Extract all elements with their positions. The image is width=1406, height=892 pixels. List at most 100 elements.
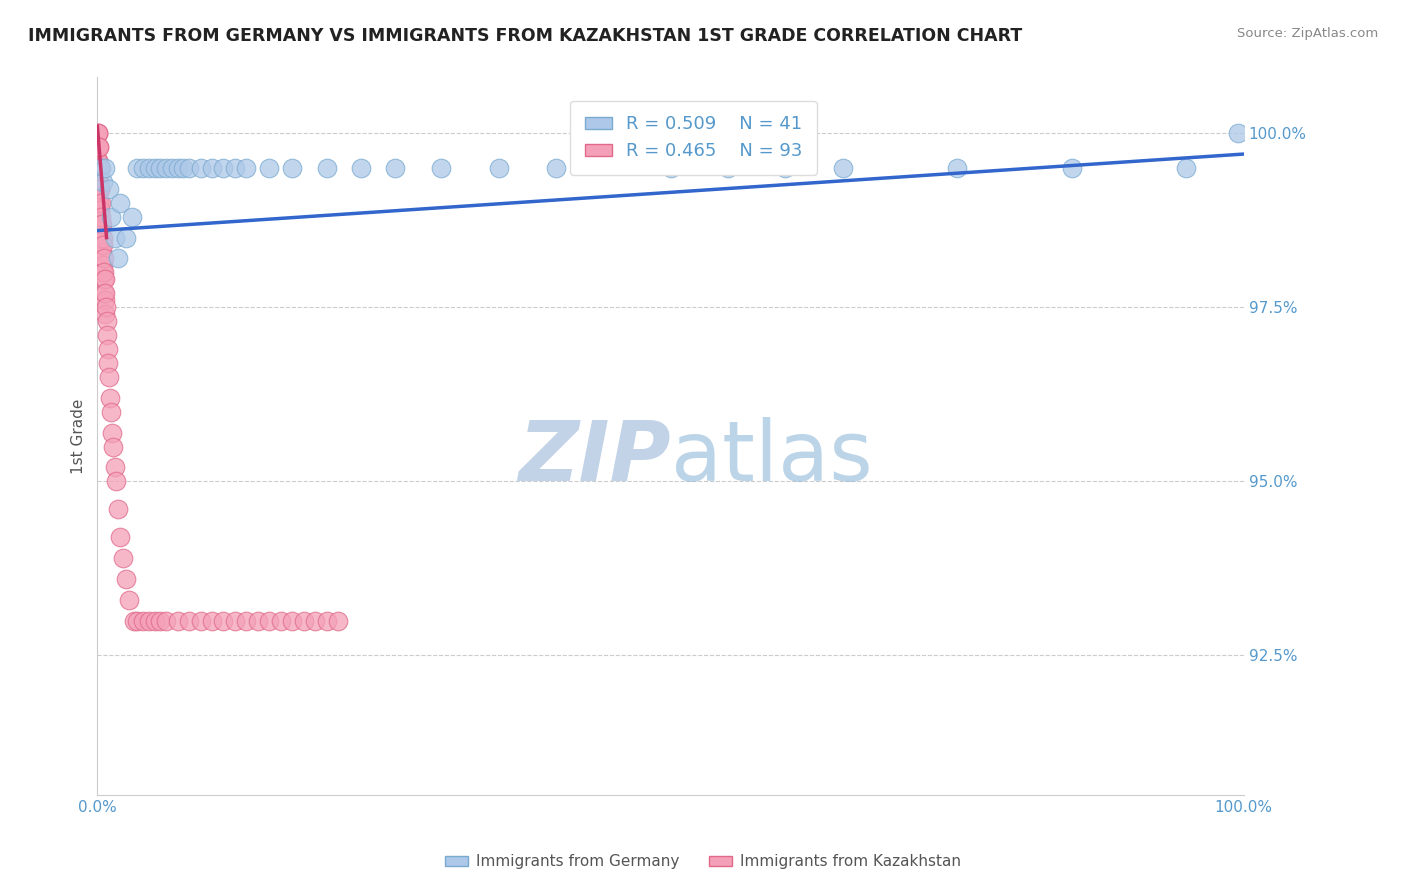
Point [94,307,117,321]
Point [89,224,111,238]
Legend: Immigrants from Germany, Immigrants from Kazakhstan: Immigrants from Germany, Immigrants from… [439,848,967,875]
Point [315,614,337,628]
Point [94,272,117,286]
Text: Source: ZipAtlas.com: Source: ZipAtlas.com [1237,27,1378,40]
Point [149,614,172,628]
Point [155,614,177,628]
Point [91,265,114,279]
Point [87,195,110,210]
Point [87,195,110,210]
Point [90,237,112,252]
Point [149,161,172,175]
Point [773,161,796,175]
Point [87,153,110,168]
Point [177,161,200,175]
Point [87,217,110,231]
Point [118,592,141,607]
Point [97,182,120,196]
Point [87,140,110,154]
Point [143,161,166,175]
Text: atlas: atlas [671,417,872,498]
Point [87,175,110,189]
Point [430,161,453,175]
Point [96,314,118,328]
Point [94,161,117,175]
Point [127,161,149,175]
Point [96,328,118,343]
Point [87,161,110,175]
Point [246,614,269,628]
Point [110,530,132,544]
Point [91,259,114,273]
Point [90,230,112,244]
Point [97,342,120,356]
Point [111,550,134,565]
Point [87,182,110,196]
Point [155,161,177,175]
Point [259,614,281,628]
Point [1175,161,1198,175]
Point [190,161,212,175]
Point [115,572,138,586]
Point [235,161,257,175]
Point [93,252,115,266]
Point [127,614,149,628]
Point [94,300,117,314]
Point [122,614,145,628]
Point [212,614,235,628]
Point [717,161,740,175]
Point [107,502,129,516]
Point [93,265,115,279]
Text: IMMIGRANTS FROM GERMANY VS IMMIGRANTS FROM KAZAKHSTAN 1ST GRADE CORRELATION CHAR: IMMIGRANTS FROM GERMANY VS IMMIGRANTS FR… [28,27,1022,45]
Point [104,475,127,489]
Point [166,161,188,175]
Point [138,614,160,628]
Point [87,140,110,154]
Point [103,230,125,244]
Point [89,202,111,217]
Point [93,286,115,301]
Point [544,161,567,175]
Point [87,182,110,196]
Point [326,614,349,628]
Point [212,161,235,175]
Point [91,175,114,189]
Point [132,614,155,628]
Point [87,153,110,168]
Point [87,161,110,175]
Point [87,126,110,140]
Point [201,614,224,628]
Point [304,614,326,628]
Point [315,161,337,175]
Point [98,391,121,405]
Point [110,195,132,210]
Point [659,161,682,175]
Point [1227,126,1250,140]
Point [121,210,143,224]
Point [115,230,138,244]
Point [87,126,110,140]
Point [87,175,110,189]
Point [89,182,111,196]
Point [87,168,110,182]
Point [100,405,122,419]
Point [94,286,117,301]
Point [224,161,246,175]
Point [224,614,246,628]
Point [89,224,111,238]
Point [91,217,114,231]
Point [87,140,110,154]
Point [97,370,120,384]
Point [1060,161,1083,175]
Point [89,161,111,175]
Point [107,252,129,266]
Point [94,293,117,308]
Point [177,614,200,628]
Point [143,614,166,628]
Point [90,217,112,231]
Point [87,126,110,140]
Point [350,161,373,175]
Point [281,614,304,628]
Point [292,614,315,628]
Point [87,140,110,154]
